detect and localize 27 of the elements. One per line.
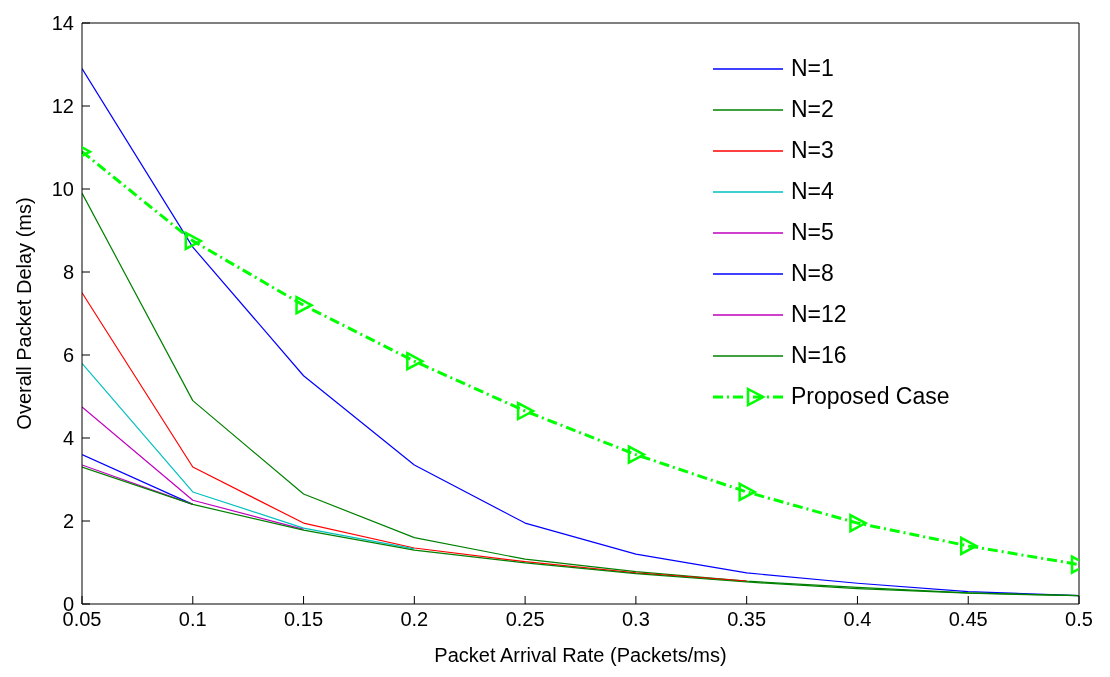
x-tick-label: 0.15: [284, 608, 324, 631]
x-tick-label: 0.35: [727, 608, 767, 631]
y-tick-label: 8: [62, 261, 74, 284]
legend-label: N=1: [791, 55, 834, 82]
legend-label: N=4: [791, 178, 834, 205]
x-tick-label: 0.5: [1065, 608, 1093, 631]
legend-label: N=16: [791, 342, 847, 369]
legend-label: N=8: [791, 260, 834, 287]
legend-label: Proposed Case: [791, 383, 950, 410]
y-tick-label: 10: [51, 178, 74, 201]
x-tick-label: 0.3: [621, 608, 650, 631]
legend-label: N=12: [791, 301, 847, 328]
y-tick-label: 6: [62, 344, 74, 367]
legend-label: N=2: [791, 96, 834, 123]
x-tick-label: 0.25: [505, 608, 545, 631]
y-tick-label: 12: [51, 95, 74, 118]
x-tick-label: 0.4: [843, 608, 872, 631]
x-tick-label: 0.1: [178, 608, 207, 631]
x-tick-label: 0.2: [400, 608, 429, 631]
x-axis-title: Packet Arrival Rate (Packets/ms): [434, 644, 727, 666]
y-tick-label: 2: [62, 510, 74, 533]
y-tick-label: 14: [51, 12, 74, 35]
legend-label: N=3: [791, 137, 834, 164]
y-axis-title: Overall Packet Delay (ms): [13, 197, 36, 430]
x-tick-label: 0.45: [948, 608, 988, 631]
y-tick-label: 4: [62, 427, 74, 450]
legend-label: N=5: [791, 219, 834, 246]
